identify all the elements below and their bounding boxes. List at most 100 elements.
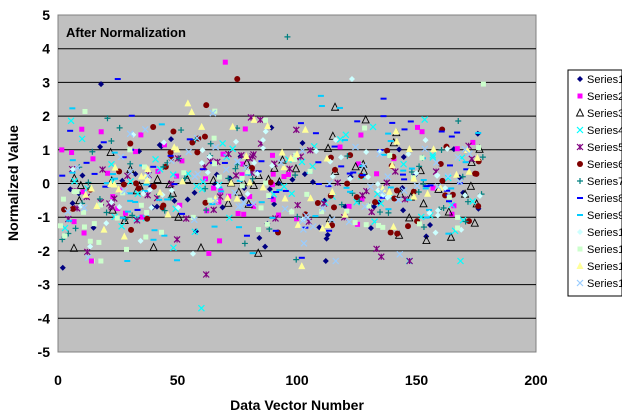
point xyxy=(212,161,218,167)
point xyxy=(242,152,250,160)
point xyxy=(209,175,218,184)
x-tick-label: 150 xyxy=(405,372,429,388)
point xyxy=(225,150,232,158)
point xyxy=(391,168,399,175)
point xyxy=(254,170,261,177)
point xyxy=(114,215,120,221)
point xyxy=(405,223,412,230)
point xyxy=(160,163,167,170)
point xyxy=(328,216,336,224)
point xyxy=(88,258,94,264)
point xyxy=(174,212,183,221)
point xyxy=(69,243,79,252)
point xyxy=(91,221,97,227)
point xyxy=(416,163,423,170)
point xyxy=(385,187,393,195)
point xyxy=(368,208,376,216)
point xyxy=(191,173,199,180)
legend-label: Series2 xyxy=(587,91,622,103)
point xyxy=(240,161,246,167)
point xyxy=(71,189,77,195)
legend-label: Series13 xyxy=(587,278,622,290)
point xyxy=(457,257,464,265)
point xyxy=(260,145,267,152)
point xyxy=(434,172,441,179)
point xyxy=(198,185,206,193)
point xyxy=(268,124,275,131)
point xyxy=(264,221,270,227)
point xyxy=(140,190,147,197)
point xyxy=(139,214,145,220)
point xyxy=(442,185,449,192)
point xyxy=(437,160,444,167)
legend-item: Series10 xyxy=(577,227,622,239)
point xyxy=(122,215,129,222)
point xyxy=(298,158,306,166)
point xyxy=(123,246,129,252)
point xyxy=(262,243,269,250)
point xyxy=(138,132,144,138)
point xyxy=(144,165,152,173)
point xyxy=(400,207,407,214)
point xyxy=(244,199,253,208)
point xyxy=(319,205,327,212)
point xyxy=(259,137,266,144)
point xyxy=(232,165,239,172)
point xyxy=(358,132,364,138)
point xyxy=(291,156,297,162)
point xyxy=(454,153,462,161)
point xyxy=(224,193,232,201)
point xyxy=(344,208,350,214)
point xyxy=(401,195,409,203)
legend-item: Series3 xyxy=(575,107,622,120)
point xyxy=(194,149,201,156)
point xyxy=(440,205,447,212)
point xyxy=(167,194,174,201)
point xyxy=(156,141,163,148)
series-Series6 xyxy=(61,102,482,237)
point xyxy=(60,196,66,202)
point xyxy=(323,235,330,242)
point xyxy=(196,242,206,252)
point xyxy=(372,199,379,206)
point xyxy=(115,185,123,193)
point xyxy=(278,148,286,156)
point xyxy=(299,217,307,225)
y-tick-label: 2 xyxy=(42,108,50,124)
point xyxy=(242,164,250,172)
point xyxy=(309,178,316,185)
point xyxy=(143,234,149,240)
point xyxy=(250,200,257,208)
point xyxy=(320,200,328,208)
point xyxy=(207,140,214,147)
point xyxy=(464,198,471,205)
point xyxy=(98,129,104,135)
point xyxy=(467,157,476,166)
chart-annotation: After Normalization xyxy=(66,25,186,40)
point xyxy=(405,144,413,152)
point xyxy=(269,152,275,158)
point xyxy=(400,160,407,168)
point xyxy=(169,171,177,179)
point xyxy=(393,187,400,194)
point xyxy=(182,174,192,183)
point xyxy=(313,148,320,155)
point xyxy=(90,156,96,162)
point xyxy=(387,229,394,236)
point xyxy=(62,233,68,239)
point xyxy=(207,197,213,203)
point xyxy=(455,225,461,231)
point xyxy=(249,164,256,171)
point xyxy=(376,150,384,158)
point xyxy=(289,209,295,215)
point xyxy=(189,139,196,146)
legend-marker xyxy=(575,107,585,117)
point xyxy=(406,257,414,265)
point xyxy=(307,194,315,202)
point xyxy=(329,173,336,180)
point xyxy=(272,215,279,222)
point xyxy=(470,139,476,145)
point xyxy=(244,190,251,197)
point xyxy=(332,257,340,265)
point xyxy=(444,174,452,182)
